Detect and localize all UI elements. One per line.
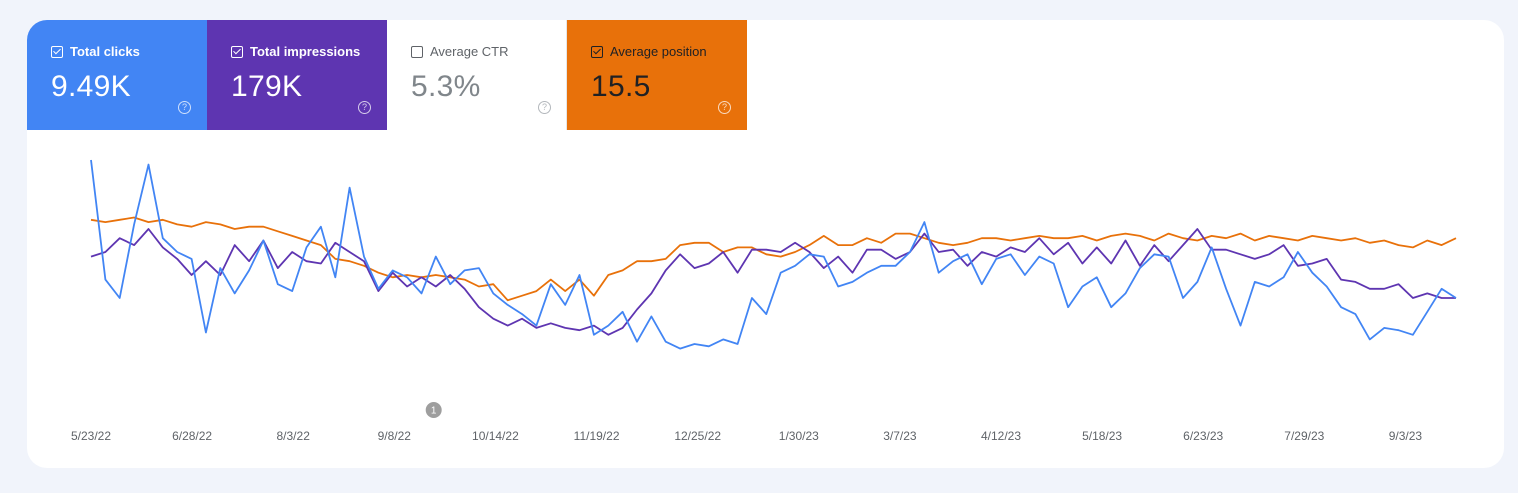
performance-card: Total clicks 9.49K ? Total impressions 1… — [27, 20, 1504, 468]
metric-value: 15.5 — [591, 70, 651, 103]
metric-total-clicks[interactable]: Total clicks 9.49K ? — [27, 20, 207, 130]
x-tick-label: 11/19/22 — [574, 429, 620, 443]
help-icon[interactable]: ? — [538, 101, 551, 114]
x-tick-label: 9/3/23 — [1389, 429, 1423, 443]
x-tick-label: 5/18/23 — [1082, 429, 1122, 443]
x-tick-label: 3/7/23 — [883, 429, 917, 443]
x-tick-label: 12/25/22 — [674, 429, 721, 443]
checkbox-icon[interactable] — [591, 45, 603, 58]
checkbox-icon[interactable] — [51, 45, 63, 58]
metric-value: 179K — [231, 70, 303, 103]
x-tick-label: 6/28/22 — [172, 429, 212, 443]
help-icon[interactable]: ? — [358, 101, 371, 114]
metric-total-impressions[interactable]: Total impressions 179K ? — [207, 20, 387, 130]
metric-average-ctr[interactable]: Average CTR 5.3% ? — [387, 20, 567, 130]
help-icon[interactable]: ? — [178, 101, 191, 114]
metric-label: Total impressions — [250, 44, 361, 59]
series-line-average-position[interactable] — [90, 216, 1457, 302]
x-tick-label: 7/29/23 — [1284, 429, 1324, 443]
x-tick-label: 6/23/23 — [1183, 429, 1223, 443]
series-layer — [90, 159, 1457, 350]
help-icon[interactable]: ? — [718, 101, 731, 114]
metric-average-position[interactable]: Average position 15.5 ? — [567, 20, 747, 130]
checkbox-icon[interactable] — [411, 45, 423, 58]
performance-chart[interactable]: 1 5/23/22 6/28/22 8/3/22 9/8/22 10/14/22 11/1… — [27, 20, 1504, 468]
x-tick-label: 9/8/22 — [378, 429, 412, 443]
x-axis: 5/23/22 6/28/22 8/3/22 9/8/22 10/14/22 11/19/… — [71, 429, 1422, 443]
metric-label: Average position — [610, 44, 707, 59]
metric-label: Total clicks — [70, 44, 140, 59]
x-tick-label: 1/30/23 — [779, 429, 819, 443]
series-line-total-impressions[interactable] — [90, 228, 1456, 336]
metric-value: 5.3% — [411, 70, 481, 103]
metric-value: 9.49K — [51, 70, 131, 103]
x-tick-label: 4/12/23 — [981, 429, 1021, 443]
annotation-marker[interactable]: 1 — [425, 402, 442, 418]
x-tick-label: 10/14/22 — [472, 429, 519, 443]
x-tick-label: 8/3/22 — [277, 429, 311, 443]
annotation-circle[interactable] — [425, 402, 442, 418]
annotation-label: 1 — [431, 406, 437, 417]
checkbox-icon[interactable] — [231, 45, 243, 58]
series-line-total-clicks[interactable] — [90, 159, 1457, 350]
metric-label: Average CTR — [430, 44, 509, 59]
x-tick-label: 5/23/22 — [71, 429, 111, 443]
metric-tabs: Total clicks 9.49K ? Total impressions 1… — [27, 20, 747, 130]
